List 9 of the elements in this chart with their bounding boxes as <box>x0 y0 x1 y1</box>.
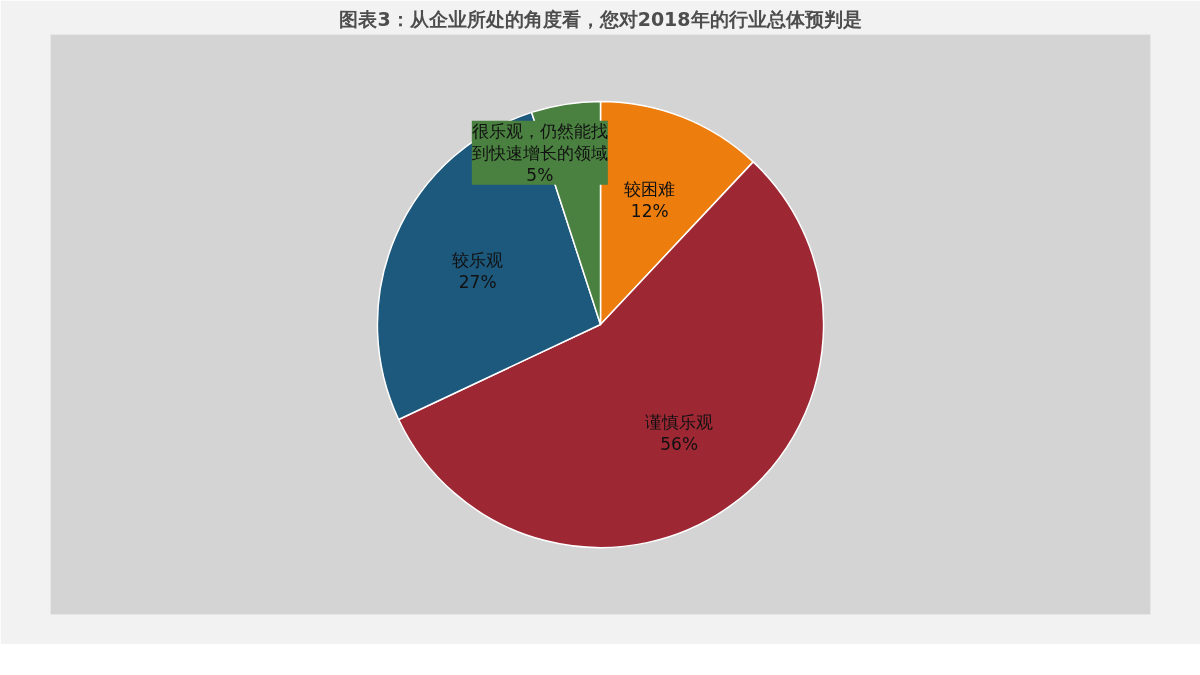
slice-label: 很乐观，仍然能找到快速增长的领域 <box>471 120 608 163</box>
slice-label: 较乐观 <box>452 250 504 271</box>
slice-label: 较困难 <box>624 179 676 200</box>
data-label: 27% <box>458 272 497 293</box>
data-label: 12% <box>630 201 669 222</box>
data-label: 5% <box>526 164 554 185</box>
slice-label: 谨慎乐观 <box>645 411 714 432</box>
data-label: 56% <box>660 433 699 454</box>
chart-title: 图表3：从企业所处的角度看，您对2018年的行业总体预判是 <box>339 7 862 30</box>
